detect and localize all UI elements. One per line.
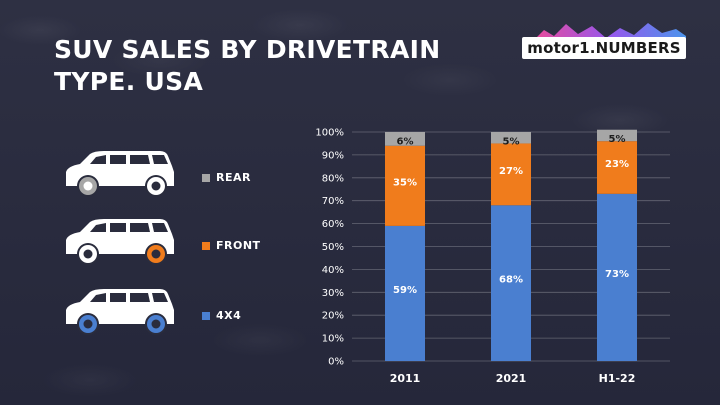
y-tick-label: 0% (328, 357, 344, 368)
bar-segment-rear (491, 132, 531, 144)
bar-segment-front (491, 143, 531, 206)
y-tick-label: 70% (322, 196, 344, 207)
y-tick-label: 90% (322, 150, 344, 161)
legend-item-4x4: 4X4 (60, 286, 300, 342)
data-label-4x4: 68% (499, 275, 523, 286)
data-label-4x4: 73% (605, 269, 629, 280)
bar-segment-4x4 (597, 193, 637, 361)
y-tick-label: 20% (322, 311, 344, 322)
bar-segment-rear (597, 129, 637, 142)
bar-segment-front (385, 145, 425, 226)
bar-segment-rear (385, 132, 425, 146)
legend-swatch-front (202, 242, 210, 250)
y-tick-label: 40% (322, 265, 344, 276)
motor1-numbers-logo: motor1.NUMBERS (522, 20, 686, 60)
legend-label-4x4: 4X4 (216, 309, 242, 322)
legend-swatch-rear (202, 174, 210, 182)
y-tick-label: 50% (322, 242, 344, 253)
data-label-front: 27% (499, 166, 523, 177)
data-label-rear: 6% (397, 137, 414, 148)
y-tick-label: 60% (322, 219, 344, 230)
legend-label-rear: REAR (216, 171, 251, 184)
legend-label-front: FRONT (216, 239, 261, 252)
page-title: SUV SALES BY DRIVETRAIN TYPE. USA (54, 35, 441, 96)
data-label-front: 23% (605, 159, 629, 170)
stacked-bar-chart: 0% 10% 20% 30% 40% 50% 60% 70% 80% 90% 100% 59% 35% 6… (315, 128, 670, 385)
data-label-rear: 5% (609, 134, 626, 145)
data-label-4x4: 59% (393, 285, 417, 296)
suv-icon-all-wheels-blue (66, 289, 174, 335)
y-tick-label: 10% (322, 334, 344, 345)
data-label-rear: 5% (503, 137, 520, 148)
x-tick-label: 2021 (496, 372, 527, 385)
data-label-front: 35% (393, 177, 417, 188)
bar-segment-4x4 (491, 205, 531, 361)
legend-item-rear: REAR (60, 148, 300, 204)
x-tick-label: 2011 (390, 372, 421, 385)
y-tick-label: 30% (322, 288, 344, 299)
bar-segment-front (597, 141, 637, 194)
bar-segment-4x4 (385, 225, 425, 361)
suv-icon-rear-wheels-gray (66, 151, 174, 197)
legend-item-front: FRONT (60, 216, 300, 272)
x-tick-label: H1-22 (599, 372, 636, 385)
y-tick-label: 80% (322, 173, 344, 184)
y-tick-label: 100% (315, 128, 344, 139)
suv-icon-front-wheels-orange (66, 219, 174, 265)
logo-text: motor1.NUMBERS (522, 37, 686, 59)
legend: REAR FRONT 4X4 (60, 148, 300, 348)
legend-swatch-4x4 (202, 312, 210, 320)
